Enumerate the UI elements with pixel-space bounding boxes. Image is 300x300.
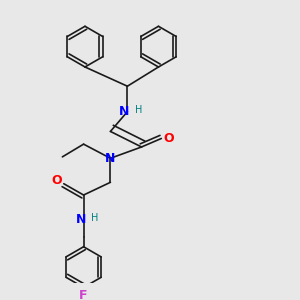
Text: H: H	[135, 105, 142, 115]
Text: N: N	[119, 105, 130, 118]
Text: H: H	[91, 213, 99, 223]
Text: O: O	[51, 174, 62, 188]
Text: O: O	[163, 132, 174, 145]
Text: N: N	[105, 152, 116, 165]
Text: N: N	[76, 212, 86, 226]
Text: F: F	[79, 290, 88, 300]
